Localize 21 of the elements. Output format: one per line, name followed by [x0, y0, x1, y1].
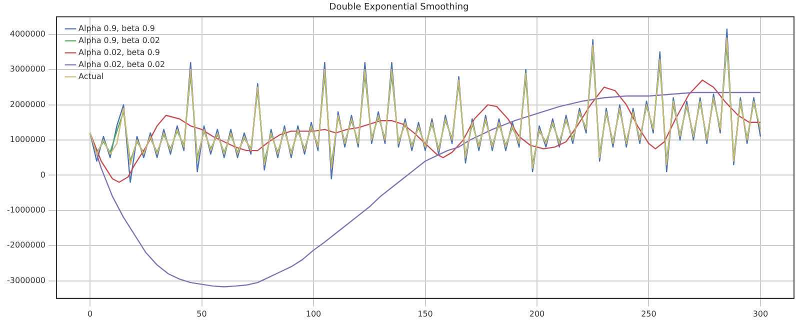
y-tick-label: 2000000	[10, 100, 46, 109]
x-tick-label: 300	[752, 309, 768, 318]
legend-label: Alpha 0.02, beta 0.9	[78, 48, 160, 57]
legend-label: Alpha 0.02, beta 0.02	[78, 60, 166, 69]
y-tick-label: -3000000	[7, 276, 46, 285]
legend-label: Alpha 0.9, beta 0.9	[78, 24, 155, 33]
x-tick-label: 0	[87, 309, 93, 318]
x-tick-label: 100	[306, 309, 322, 318]
y-tick-label: -2000000	[7, 240, 46, 250]
y-tick-label: -1000000	[7, 205, 46, 214]
y-tick-label: 0	[40, 170, 46, 180]
legend-label: Actual	[78, 72, 104, 81]
y-tick-label: 4000000	[10, 29, 46, 38]
legend-label: Alpha 0.9, beta 0.02	[78, 36, 160, 45]
x-tick-label: 50	[196, 309, 207, 318]
x-tick-label: 250	[641, 309, 656, 318]
x-tick-label: 150	[418, 309, 433, 318]
x-tick-label: 200	[529, 309, 545, 318]
chart-title: Double Exponential Smoothing	[329, 2, 469, 13]
y-tick-label: 1000000	[10, 135, 46, 144]
y-tick-label: 3000000	[10, 64, 46, 74]
